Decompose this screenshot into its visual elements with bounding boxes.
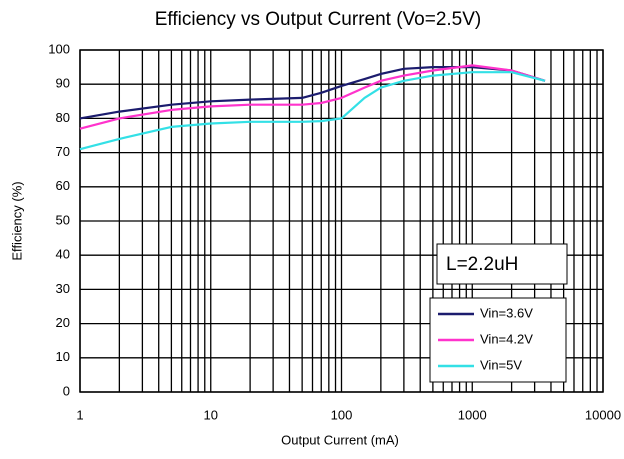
y-tick-label: 10 [56,349,70,364]
series-line [79,64,546,130]
legend-label: Vin=5V [480,357,522,372]
x-tick-label: 1 [76,407,83,422]
legend-label: Vin=3.6V [480,305,533,320]
y-tick-label: 90 [56,76,70,91]
x-tick-label: 1000 [458,407,487,422]
y-tick-label: 30 [56,281,70,296]
x-tick-label: 100 [331,407,353,422]
y-tick-label: 20 [56,315,70,330]
y-tick-label: 80 [56,110,70,125]
y-tick-label: 50 [56,212,70,227]
annotation: L=2.2uH [446,254,518,275]
y-tick-label: 100 [48,41,70,56]
y-tick-label: 70 [56,144,70,159]
legend-label: Vin=4.2V [480,331,533,346]
plot-frame [79,49,604,393]
x-tick-label: 10 [204,407,218,422]
y-axis-label: Efficiency (%) [9,181,24,260]
y-tick-label: 0 [63,383,70,398]
y-tick-label: 60 [56,178,70,193]
annotation-box [436,243,568,285]
x-axis-label: Output Current (mA) [281,432,399,447]
series-line [79,71,546,151]
y-tick-label: 40 [56,247,70,262]
x-tick-label: 10000 [585,407,621,422]
chart-title: Efficiency vs Output Current (Vo=2.5V) [155,9,482,30]
